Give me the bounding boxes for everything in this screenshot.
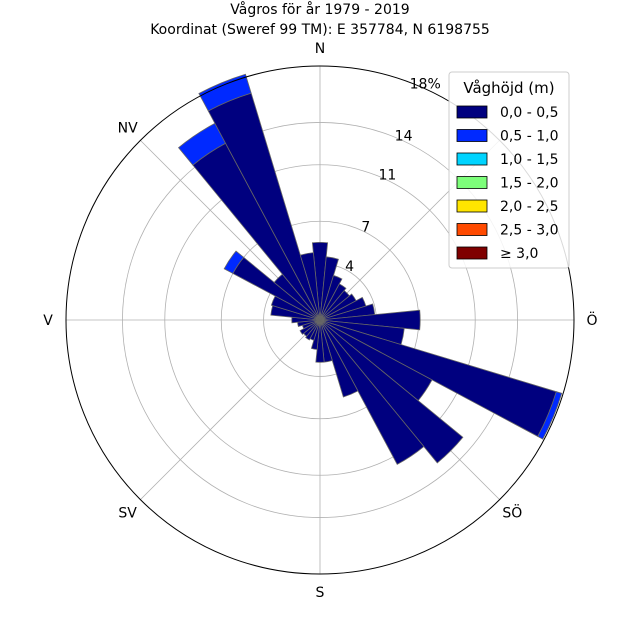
- radial-tick-label: 11: [378, 168, 396, 184]
- legend-swatch: [456, 246, 488, 260]
- legend-entry-label: ≥ 3,0: [500, 246, 538, 262]
- rose-bar-13-0: [319, 319, 425, 465]
- compass-labels: N NV V SV S SÖ Ö: [43, 41, 597, 601]
- grid-spoke: [140, 319, 321, 500]
- legend-swatch: [456, 105, 488, 119]
- legend-swatch: [456, 199, 488, 213]
- radial-tick-labels: 4 7 11 14 18%: [345, 76, 441, 275]
- compass-label-SÖ: SÖ: [502, 503, 522, 521]
- legend-swatch: [456, 152, 488, 166]
- compass-label-V: V: [43, 313, 53, 329]
- legend-entry-label: 0,5 - 1,0: [500, 129, 558, 145]
- rose-bar-12-0: [319, 319, 464, 464]
- rose-bar-10-1: [537, 391, 563, 440]
- rose-bar-16-0: [315, 319, 325, 363]
- compass-label-Ö: Ö: [586, 311, 597, 329]
- compass-label-S: S: [316, 585, 325, 601]
- rose-bar-31-0: [299, 252, 321, 321]
- legend-entry-label: 2,5 - 3,0: [500, 223, 558, 239]
- rose-bars: [177, 73, 563, 465]
- legend-title: Våghöjd (m): [463, 79, 554, 97]
- chart-subtitle: Koordinat (Sweref 99 TM): E 357784, N 61…: [150, 22, 490, 38]
- compass-label-NV: NV: [118, 121, 138, 137]
- polar-frame: [65, 65, 575, 575]
- chart-title: Vågros för år 1979 - 2019: [230, 1, 409, 18]
- rose-bar-21-0: [299, 319, 321, 335]
- legend-items: 0,0 - 0,5 0,5 - 1,0 1,0 - 1,5 1,5 - 2,0 2,0 …: [456, 105, 558, 262]
- radial-tick-label: 4: [345, 259, 354, 275]
- legend-entry-label: 1,5 - 2,0: [500, 176, 558, 192]
- rose-bar-0-0: [311, 241, 329, 321]
- radial-tick-label: 14: [395, 128, 413, 144]
- compass-label-SV: SV: [118, 505, 137, 521]
- compass-label-N: N: [315, 41, 325, 57]
- legend-swatch: [456, 129, 488, 142]
- legend: Våghöjd (m) 0,0 - 0,5 0,5 - 1,0 1,0 - 1,5 1…: [448, 71, 570, 269]
- legend-entry-label: 0,0 - 0,5: [500, 105, 558, 121]
- rose-bar-14-0: [319, 319, 359, 398]
- rose-bar-3-0: [319, 283, 347, 321]
- legend-entry-label: 2,0 - 2,5: [500, 199, 558, 215]
- legend-swatch: [456, 176, 488, 189]
- radial-tick-label: 7: [361, 220, 370, 236]
- rose-bar-8-0: [319, 309, 421, 331]
- radial-tick-label: 18%: [410, 76, 441, 92]
- legend-entry-label: 1,0 - 1,5: [500, 152, 558, 168]
- legend-box: [448, 71, 570, 269]
- rose-bar-30-1: [198, 73, 252, 112]
- rose-bar-27-1: [223, 250, 245, 274]
- rose-bar-2-0: [319, 274, 343, 321]
- legend-swatch: [456, 223, 488, 236]
